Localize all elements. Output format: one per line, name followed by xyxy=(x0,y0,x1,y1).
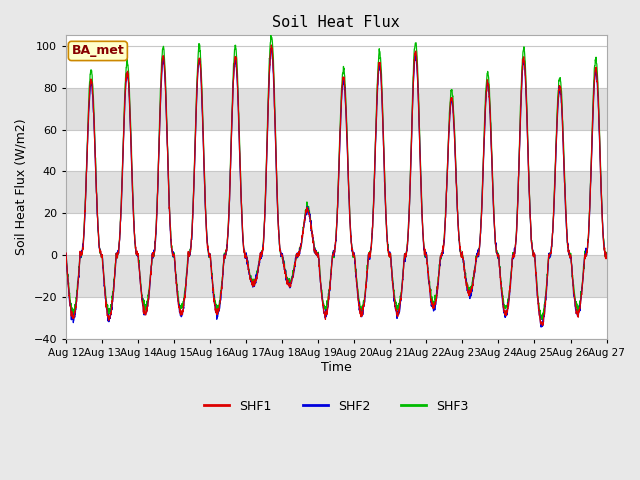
SHF2 xyxy=(556,84,563,89)
SHF3 xyxy=(213,305,221,311)
SHF1 xyxy=(213,310,221,316)
SHF2 xyxy=(537,324,545,330)
SHF1 xyxy=(603,252,611,258)
SHF3 xyxy=(62,254,70,260)
SHF3 xyxy=(493,251,501,257)
SHF1 xyxy=(62,250,70,256)
SHF2 xyxy=(62,251,70,257)
Line: SHF2: SHF2 xyxy=(66,48,607,327)
SHF3 xyxy=(570,290,578,296)
SHF1 xyxy=(364,262,372,267)
SHF3 xyxy=(556,78,563,84)
Line: SHF3: SHF3 xyxy=(66,36,607,319)
Bar xyxy=(66,255,607,297)
SHF3 xyxy=(267,33,275,38)
SHF2 xyxy=(268,46,275,51)
SHF1 xyxy=(493,253,501,259)
SHF3 xyxy=(603,250,611,255)
SHF2 xyxy=(493,250,501,256)
SHF2 xyxy=(570,293,578,299)
SHF2 xyxy=(352,274,360,280)
X-axis label: Time: Time xyxy=(321,361,352,374)
SHF2 xyxy=(603,253,611,259)
SHF1 xyxy=(352,270,360,276)
Legend: SHF1, SHF2, SHF3: SHF1, SHF2, SHF3 xyxy=(199,395,474,418)
SHF2 xyxy=(213,316,221,322)
SHF1 xyxy=(556,83,563,89)
SHF1 xyxy=(268,42,275,48)
SHF1 xyxy=(570,292,578,298)
Text: BA_met: BA_met xyxy=(72,45,124,58)
Bar xyxy=(66,88,607,130)
SHF3 xyxy=(352,266,360,272)
Bar xyxy=(66,171,607,213)
Line: SHF1: SHF1 xyxy=(66,45,607,325)
Y-axis label: Soil Heat Flux (W/m2): Soil Heat Flux (W/m2) xyxy=(15,119,28,255)
SHF3 xyxy=(364,260,372,265)
Title: Soil Heat Flux: Soil Heat Flux xyxy=(273,15,400,30)
SHF2 xyxy=(364,262,372,268)
SHF1 xyxy=(539,323,547,328)
SHF3 xyxy=(538,316,545,322)
